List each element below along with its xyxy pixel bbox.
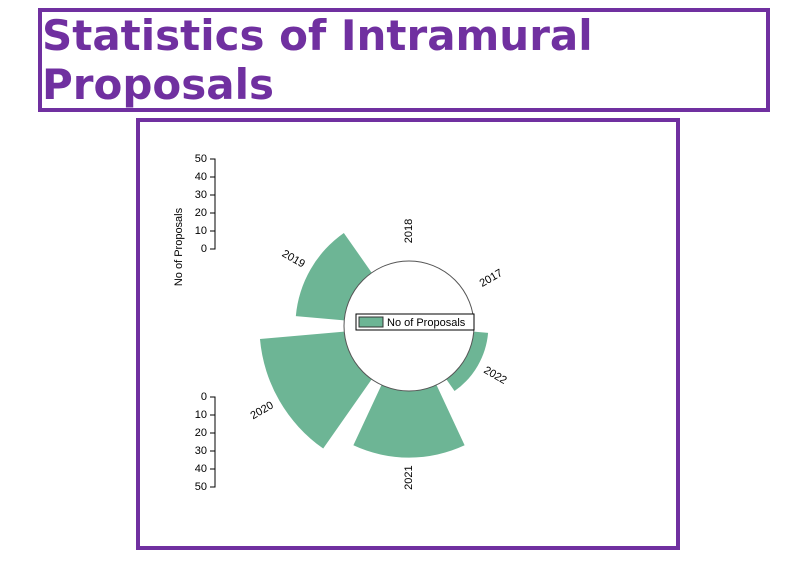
- chart: 2018 2017 2022 2021 2020 2019 0 10 20 30 40 50 0 10 20…: [173, 153, 509, 493]
- y-tick-label: 20: [195, 427, 207, 439]
- bar: [446, 272, 474, 321]
- y-axis: 0 10 20 30 40 50: [195, 391, 216, 493]
- category-label: 2019: [280, 248, 307, 271]
- chart-title: Statistics of Intramural Proposals: [42, 11, 593, 109]
- bar: [259, 331, 372, 449]
- bar: [446, 331, 489, 392]
- bar: [295, 232, 372, 321]
- chart-box: 2018 2017 2022 2021 2020 2019 0 10 20 30 40 50 0 10 20…: [136, 118, 680, 550]
- y-axis: 0 10 20 30 40 50: [195, 153, 216, 255]
- bar: [353, 384, 465, 458]
- legend-box: [355, 313, 475, 331]
- y-tick-label: 30: [195, 445, 207, 457]
- category-label: 2020: [248, 399, 275, 422]
- y-tick-label: 50: [195, 481, 207, 493]
- axis-line: [210, 158, 216, 250]
- y-tick-label: 50: [195, 153, 207, 165]
- axis-line: [210, 396, 216, 488]
- title-box: Statistics of Intramural Proposals: [38, 8, 770, 112]
- legend-swatch: [358, 316, 384, 328]
- category-label: 2021: [403, 465, 415, 489]
- category-label: 2017: [478, 267, 505, 290]
- y-tick-label: 40: [195, 463, 207, 475]
- y-tick-label: 0: [201, 391, 207, 403]
- category-label: 2018: [403, 219, 415, 243]
- category-label: 2022: [482, 364, 509, 387]
- y-axis-label: No of Proposals: [173, 207, 185, 286]
- y-tick-label: 10: [195, 409, 207, 421]
- y-tick-label: 40: [195, 171, 207, 183]
- y-tick-label: 30: [195, 189, 207, 201]
- y-tick-label: 20: [195, 207, 207, 219]
- legend-label: No of Proposals: [387, 317, 466, 329]
- y-tick-label: 0: [201, 243, 207, 255]
- y-tick-label: 10: [195, 225, 207, 237]
